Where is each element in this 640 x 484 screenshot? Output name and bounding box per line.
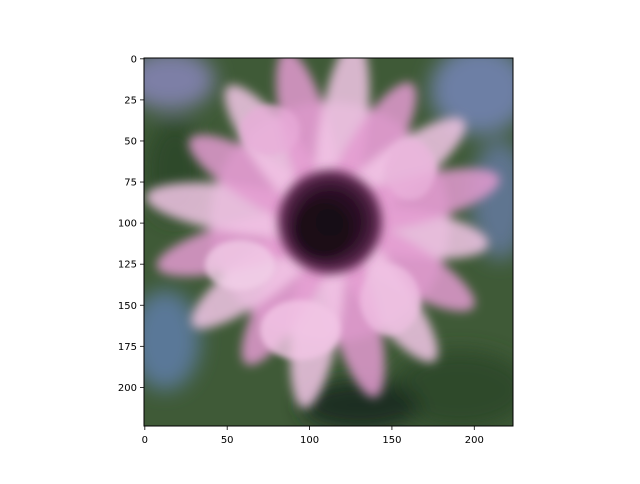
y-tick-label: 100: [118, 219, 137, 230]
x-tick-label: 50: [221, 435, 234, 446]
flower-center: [278, 170, 382, 274]
y-tick-label: 75: [124, 178, 137, 189]
x-tick-label: 200: [465, 435, 484, 446]
x-tick-label: 150: [382, 435, 401, 446]
y-tick-label: 25: [124, 95, 137, 106]
y-tick-label: 200: [118, 383, 137, 394]
flower-image: [144, 58, 513, 426]
x-tick-label: 0: [142, 435, 148, 446]
axes-frame: [143, 57, 514, 427]
y-tick-label: 50: [124, 136, 137, 147]
y-axis: 0 25 50 75 100 125 150 175 200: [118, 54, 144, 394]
x-tick-label: 100: [300, 435, 319, 446]
y-tick-label: 150: [118, 301, 137, 312]
y-tick-label: 125: [118, 260, 137, 271]
petal-highlights: [205, 105, 435, 360]
y-tick-label: 0: [131, 54, 137, 65]
y-tick-label: 175: [118, 342, 137, 353]
x-axis: 0 50 100 150 200: [142, 426, 484, 446]
